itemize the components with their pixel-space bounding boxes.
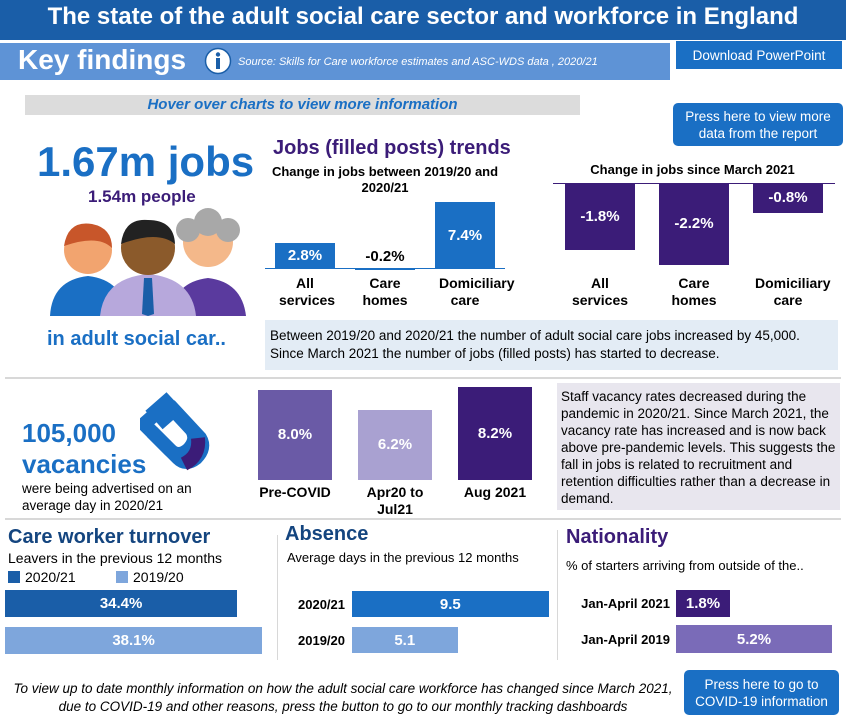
chart-subtitle: % of starters arriving from outside of t… <box>566 558 804 573</box>
legend-swatch <box>8 571 20 583</box>
bar <box>358 409 432 480</box>
section-title: Key findings <box>18 44 187 75</box>
x-tick-label: Domiciliary care <box>439 275 515 308</box>
bar <box>676 590 730 617</box>
page-title: The state of the adult social care secto… <box>47 3 799 30</box>
data-label: 7.4% <box>447 226 483 244</box>
hover-note: Hover over charts to view more informati… <box>147 96 458 113</box>
data-label: 1.8% <box>685 595 721 612</box>
legend-label: 2019/20 <box>133 569 184 585</box>
y-tick-label: 2019/20 <box>298 632 345 648</box>
data-label: 2.8% <box>287 247 323 265</box>
x-tick-label: Care homes <box>362 275 408 308</box>
x-tick-label: All services <box>279 275 336 308</box>
covid-button[interactable]: Press here to go to COVID-19 information <box>684 670 839 715</box>
title-bar <box>0 0 846 40</box>
data-label: 38.1% <box>112 632 155 649</box>
y-tick-label: Jan-April 2019 <box>581 631 670 647</box>
source-note: Source: Skills for Care workforce estima… <box>238 56 598 68</box>
download-button[interactable]: Download PowerPoint <box>676 41 842 69</box>
people-icon <box>50 208 246 316</box>
data-label: -1.8% <box>580 207 620 225</box>
people-count: 1.54m people <box>88 187 196 206</box>
x-tick-label: Domiciliary care <box>755 275 831 308</box>
x-tick-label: Apr20 to Jul21 <box>366 484 424 517</box>
data-label: 6.2% <box>377 436 413 454</box>
chart-subtitle: Leavers in the previous 12 months <box>8 550 223 566</box>
bar <box>565 183 635 250</box>
x-tick-label: All services <box>571 275 629 308</box>
jobs-headline: 1.67m jobs <box>37 138 255 185</box>
bar <box>258 389 332 480</box>
bar <box>458 387 532 480</box>
data-label: 9.5 <box>439 595 461 613</box>
data-label: 34.4% <box>99 595 143 612</box>
x-tick-label: Pre-COVID <box>259 484 331 500</box>
separator <box>557 530 558 660</box>
bar <box>659 183 729 265</box>
bar <box>352 591 549 617</box>
chart-subtitle: Change in jobs between 2019/20 and 2020/… <box>271 164 499 195</box>
jobs-note: Between 2019/20 and 2020/21 the number o… <box>265 320 838 370</box>
bar <box>352 627 458 653</box>
vacancy-number: 105,000 <box>22 418 116 448</box>
chart-title: Jobs (filled posts) trends <box>273 137 511 159</box>
chart-subtitle: Average days in the previous 12 months <box>287 550 519 565</box>
vacancy-word: vacancies <box>22 449 147 479</box>
sector-label: in adult social car.. <box>47 328 226 350</box>
bar <box>753 183 823 213</box>
separator <box>277 535 278 660</box>
data-label: 8.0% <box>277 426 313 444</box>
y-tick-label: 2020/21 <box>298 596 345 612</box>
bar <box>5 590 238 617</box>
hover-bar <box>25 95 580 115</box>
chart-title: Change in jobs since March 2021 <box>590 162 795 177</box>
data-label: -0.2% <box>365 247 405 265</box>
report-button[interactable]: Press here to view more data from the re… <box>673 103 843 146</box>
data-label: 5.2% <box>736 630 772 648</box>
x-tick-label: Aug 2021 <box>463 484 527 500</box>
bar <box>355 268 415 270</box>
vacancy-caption: were being advertised on an average day … <box>22 481 192 513</box>
data-label: -2.2% <box>674 215 714 233</box>
info-icon <box>204 47 232 75</box>
bar <box>435 202 495 269</box>
bar <box>275 243 335 269</box>
data-label: 8.2% <box>477 425 513 443</box>
chart-title: Nationality <box>566 526 669 548</box>
footer-text: To view up to date monthly information o… <box>13 681 673 714</box>
magnet-icon <box>140 392 210 471</box>
legend-swatch <box>116 571 128 583</box>
data-label: -0.8% <box>768 189 808 207</box>
bar <box>676 625 832 653</box>
chart-title: Absence <box>285 523 369 545</box>
x-tick-label: Care homes <box>671 275 717 308</box>
chart-title: Care worker turnover <box>8 526 211 548</box>
vacancy-note: Staff vacancy rates decreased during the… <box>557 383 840 510</box>
separator <box>5 377 841 379</box>
separator <box>5 518 841 520</box>
key-findings-bar <box>0 43 670 80</box>
y-tick-label: Jan-April 2021 <box>581 596 670 611</box>
bar <box>5 627 263 654</box>
data-label: 5.1 <box>394 631 416 649</box>
legend-label: 2020/21 <box>25 569 76 585</box>
